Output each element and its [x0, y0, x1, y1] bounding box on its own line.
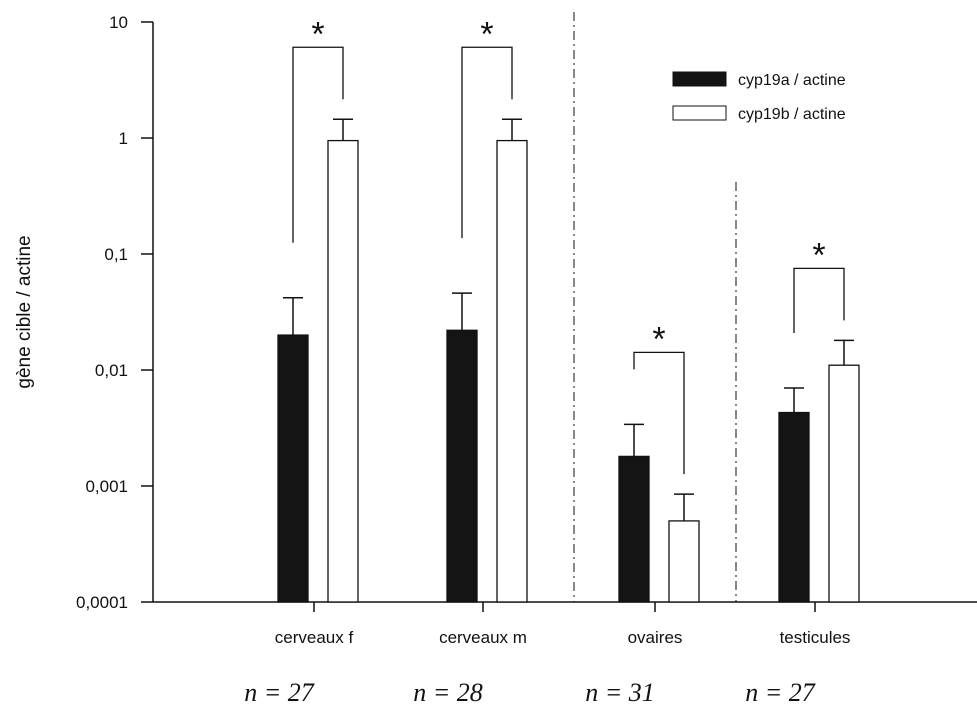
y-tick-label-4: 0,001 — [85, 477, 128, 496]
legend: cyp19a / actine cyp19b / actine — [672, 71, 846, 123]
significance-bracket-0 — [292, 46, 344, 243]
category-label-3: testicules — [780, 628, 851, 647]
legend-label-cyp19a: cyp19a / actine — [738, 72, 846, 89]
bar-cyp19b-0 — [327, 139, 359, 603]
significance-bracket-1 — [461, 46, 513, 239]
y-tick-label-0: 10 — [109, 13, 128, 32]
bar-cyp19a-3 — [778, 411, 810, 603]
n-label-3: n = 27 — [745, 678, 816, 707]
category-label-2: ovaires — [628, 628, 683, 647]
bar-cyp19a-2 — [618, 455, 650, 603]
significance-bracket-3 — [793, 267, 845, 333]
significance-star-1: * — [480, 15, 493, 53]
y-tick-label-3: 0,01 — [95, 361, 128, 380]
y-tick-label-5: 0,0001 — [76, 593, 128, 612]
bar-cyp19b-3 — [828, 364, 860, 603]
bar-cyp19a-1 — [446, 329, 478, 603]
n-label-2: n = 31 — [585, 678, 655, 707]
bar-cyp19b-1 — [496, 139, 528, 603]
category-label-0: cerveaux f — [275, 628, 354, 647]
significance-star-3: * — [812, 236, 825, 274]
legend-swatch-cyp19a — [672, 71, 727, 87]
significance-star-0: * — [311, 15, 324, 53]
y-tick-label-1: 1 — [119, 129, 128, 148]
n-label-1: n = 28 — [413, 678, 483, 707]
significance-star-2: * — [652, 320, 665, 358]
significance-bracket-2 — [633, 351, 685, 475]
legend-label-cyp19b: cyp19b / actine — [738, 106, 846, 123]
n-label-0: n = 27 — [244, 678, 315, 707]
y-tick-label-2: 0,1 — [104, 245, 128, 264]
bar-cyp19a-0 — [277, 334, 309, 603]
legend-swatch-cyp19b — [672, 105, 727, 121]
y-axis-label: gène cible / actine — [14, 235, 35, 388]
bar-cyp19b-2 — [668, 520, 700, 603]
category-label-1: cerveaux m — [439, 628, 527, 647]
